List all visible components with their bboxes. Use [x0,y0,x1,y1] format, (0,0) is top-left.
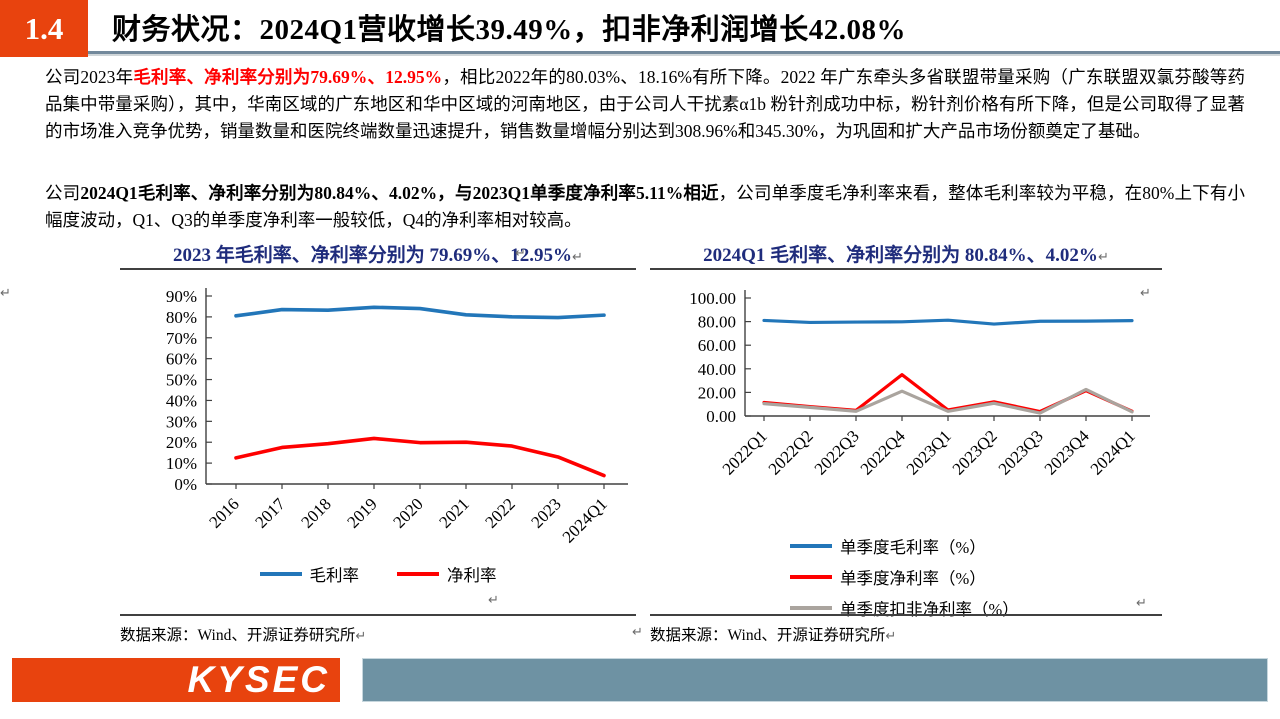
x-axis-label: 2021 [435,494,472,531]
y-axis-label: 20.00 [698,383,736,402]
legend-item: 净利率 [397,562,497,586]
return-mark-icon: ↵ [1140,285,1151,300]
x-axis-label: 2022Q4 [857,426,910,479]
kysec-logo-bar: KYSEC [12,658,340,702]
x-axis-label: 2017 [251,494,289,532]
left-chart-panel: 2023 年毛利率、净利率分别为 79.69%、12.95%↵ 0% 10% 20%… [120,240,636,644]
return-mark-icon: ↵ [488,592,499,607]
paragraph-financial-2023: 公司2023年毛利率、净利率分别为79.69%、12.95%，相比2022年的8… [45,64,1245,145]
return-mark-icon: ↵ [1097,249,1109,264]
paragraph-financial-2024q1: 公司2024Q1毛利率、净利率分别为80.84%、4.02%，与2023Q1单季… [45,180,1245,234]
x-axis-label: 2023Q2 [949,426,1001,478]
body-text: ，公司单季度毛净利率来看，整体毛利率较为平稳，在80%上下有小幅度波动，Q1、Q… [45,183,1245,230]
y-axis-label: 50% [166,371,197,390]
chart-footer: 数据来源：Wind、开源证券研究所↵ [120,614,636,645]
y-axis-label: 60% [166,350,197,369]
chart-legend: 毛利率 净利率 [120,562,636,586]
x-axis-label: 2020 [389,494,426,531]
legend-swatch [790,575,832,579]
body-text: ，相比2022年的80.03%、18.16%有所下降。2022 年广东牵头多省联… [45,67,1246,141]
chart-legend: 单季度毛利率（%） 单季度净利率（%） 单季度扣非净利率（%） [790,534,1019,620]
legend-label: 单季度毛利率（%） [840,538,986,557]
return-mark-icon: ↵ [885,628,897,643]
charts-section: ↵ ↵ ↵ 2023 年毛利率、净利率分别为 79.69%、12.95%↵ 0%… [0,240,1280,650]
x-axis-label: 2019 [343,494,380,531]
y-axis-label: 0% [174,475,197,494]
legend-swatch [397,572,439,576]
y-axis-label: 100.00 [689,289,736,308]
y-axis-label: 90% [166,287,197,306]
legend-label: 净利率 [447,566,497,585]
y-axis-label: 80% [166,308,197,327]
x-axis-label: 2023Q4 [1041,426,1094,479]
chart-footer: 数据来源：Wind、开源证券研究所↵ [650,614,1162,645]
y-axis-label: 10% [166,454,197,473]
y-axis-label: 0.00 [706,407,736,426]
legend-swatch [790,606,832,610]
x-axis-label: 2023 [527,494,564,531]
series-line [762,318,1134,326]
legend-swatch [790,544,832,548]
data-source: 数据来源：Wind、开源证券研究所 [650,627,886,644]
chart-title: 2023 年毛利率、净利率分别为 79.69%、12.95%↵ [120,240,636,270]
footer-accent-bar [362,658,1268,702]
y-axis-label: 60.00 [698,336,736,355]
y-axis-label: 20% [166,433,197,452]
return-mark-icon: ↵ [355,628,367,643]
chart-title-text: 2024Q1 毛利率、净利率分别为 80.84%、4.02% [703,245,1098,266]
x-axis-label: 2024Q1 [559,494,611,546]
highlight-bold-text: 2024Q1毛利率、净利率分别为80.84%、4.02%，与2023Q1单季度净… [80,183,719,203]
x-axis-label: 2023Q3 [995,426,1047,478]
y-axis-label: 40% [166,391,197,410]
x-axis-label: 2023Q1 [903,426,955,478]
y-axis-label: 40.00 [698,360,736,379]
data-source: 数据来源：Wind、开源证券研究所 [120,627,356,644]
x-axis-label: 2022 [481,494,518,531]
return-mark-icon: ↵ [572,249,583,264]
x-axis-label: 2022Q1 [719,426,771,478]
return-mark-icon: ↵ [1136,595,1147,610]
return-mark-icon: ↵ [515,245,526,260]
highlight-red-text: 毛利率、净利率分别为79.69%、12.95% [133,67,443,87]
chart-title-text: 2023 年毛利率、净利率分别为 79.69%、12.95% [173,245,573,266]
x-axis-label: 2022Q2 [765,426,817,478]
return-mark-icon: ↵ [0,285,11,300]
y-axis-label: 30% [166,412,197,431]
legend-item: 单季度净利率（%） [790,565,1019,589]
x-axis-label: 2018 [297,494,334,531]
header-divider [0,51,1280,56]
y-axis-label: 80.00 [698,313,736,332]
series-line [234,436,606,478]
kysec-logo-text: KYSEC [187,659,330,700]
x-axis-label: 2022Q3 [811,426,863,478]
section-number-badge: 1.4 [0,0,88,57]
legend-item: 毛利率 [259,562,360,586]
return-mark-icon: ↵ [632,624,643,639]
legend-label: 单季度净利率（%） [840,569,986,588]
quarterly-margin-line-chart: 0.0020.0040.0060.0080.00100.002022Q12022… [689,289,1150,479]
header-bar: 1.4 财务状况：2024Q1营收增长39.49%，扣非净利润增长42.08% [0,0,1280,58]
x-axis-label: 2024Q1 [1087,426,1139,478]
series-line [762,387,1134,415]
page-title: 财务状况：2024Q1营收增长39.49%，扣非净利润增长42.08% [112,14,907,46]
series-line [234,305,606,320]
x-axis-label: 2016 [205,494,242,531]
body-text: 公司2023年 [45,67,134,87]
right-chart-panel: ↵ ↵ ↵ 2024Q1 毛利率、净利率分别为 80.84%、4.02%↵ 0.… [632,240,1162,644]
annual-margin-line-chart: 0%10%20%30%40%50%60%70%80%90%2016 2017 201… [166,287,628,547]
legend-item: 单季度毛利率（%） [790,534,1019,558]
legend-label: 毛利率 [309,566,360,585]
chart-title: 2024Q1 毛利率、净利率分别为 80.84%、4.02%↵ [650,240,1162,270]
legend-swatch [259,572,302,576]
y-axis-label: 70% [166,329,197,348]
body-text: 公司 [45,183,81,203]
